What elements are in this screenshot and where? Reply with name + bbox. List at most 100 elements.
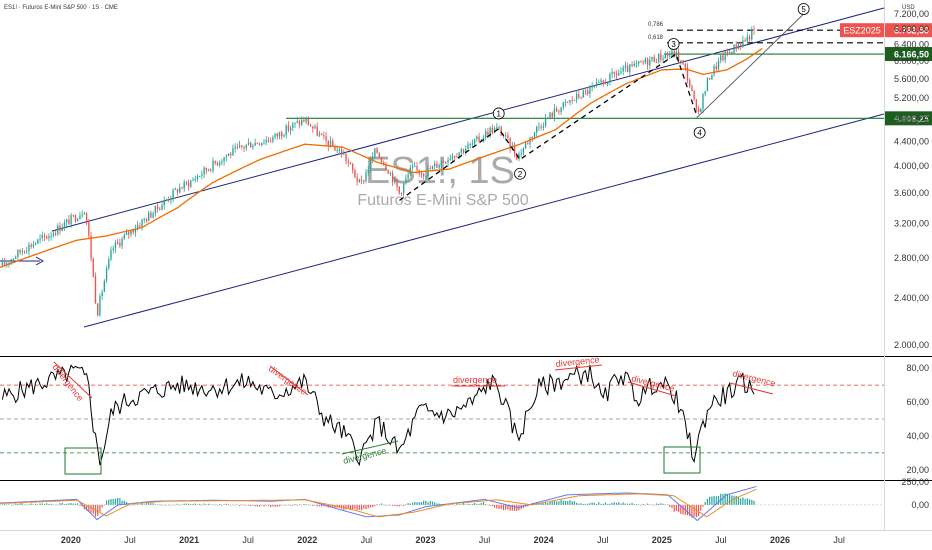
macd-histogram-bar: [582, 503, 584, 505]
macd-histogram-bar: [502, 504, 505, 511]
macd-histogram-bar: [474, 503, 476, 505]
macd-histogram-bar: [607, 503, 609, 505]
candle-body: [338, 149, 341, 151]
candle-body: [651, 56, 653, 60]
macd-histogram-bar: [744, 499, 746, 505]
macd-histogram-bar: [706, 499, 709, 505]
macd-histogram-bar: [176, 503, 179, 505]
candle-body: [23, 251, 26, 253]
macd-histogram-bar: [101, 504, 103, 508]
macd-histogram-bar: [41, 503, 43, 505]
candle-body: [172, 189, 174, 199]
candle-body: [562, 102, 565, 108]
candle-body: [735, 44, 737, 50]
macd-histogram-bar: [740, 498, 742, 505]
macd-histogram-bar: [624, 503, 627, 505]
macd-histogram-bar: [600, 503, 602, 505]
macd-histogram-bar: [627, 503, 629, 505]
candle-body: [662, 58, 664, 60]
candle-body: [531, 137, 533, 139]
candle-body: [88, 220, 90, 236]
candle-body: [744, 40, 746, 42]
macd-histogram-bar: [28, 504, 30, 505]
macd-histogram-bar: [97, 504, 99, 516]
divergence-label: divergence: [453, 375, 497, 385]
candle-body: [520, 153, 522, 155]
candle-body: [216, 163, 219, 166]
candle-body: [462, 149, 465, 153]
macd-histogram-bar: [682, 504, 684, 515]
currency-label: USD: [902, 5, 915, 11]
macd-histogram-bar: [631, 502, 633, 505]
candle-body: [728, 51, 731, 54]
macd-histogram-bar: [505, 504, 507, 510]
macd-histogram-bar: [219, 504, 221, 505]
candle-body: [567, 101, 569, 103]
macd-histogram-bar: [1, 504, 3, 505]
candle-body: [726, 51, 729, 54]
macd-histogram-bar: [110, 499, 112, 505]
macd-histogram-bar: [380, 503, 383, 505]
candle-body: [272, 137, 274, 142]
macd-histogram-bar: [3, 503, 6, 505]
candle-body: [436, 163, 438, 168]
candle-body: [613, 72, 615, 74]
macd-histogram-bar: [179, 504, 181, 506]
macd-histogram-bar: [79, 504, 81, 506]
candle-body: [618, 72, 620, 76]
wave-label-circle: [514, 167, 526, 180]
price-axis-tick-label: 2.000,00: [894, 340, 929, 350]
candle-body: [671, 51, 673, 56]
candle-body: [713, 66, 715, 75]
time-axis-tick-label: Jul: [124, 535, 136, 545]
divergence-line: [53, 361, 93, 399]
candle-body: [3, 262, 6, 265]
candle-body: [83, 213, 86, 215]
macd-histogram-bar: [334, 504, 336, 508]
candle-body: [8, 262, 10, 264]
candle-body: [320, 133, 323, 135]
candle-body: [587, 90, 589, 94]
macd-histogram-bar: [30, 503, 32, 505]
candle-body: [405, 178, 407, 184]
macd-histogram-bar: [130, 504, 132, 506]
macd-histogram-bar: [125, 501, 128, 505]
candle-body: [522, 148, 525, 154]
macd-histogram-bar: [26, 504, 28, 506]
candle-body: [400, 192, 403, 194]
candle-body: [487, 131, 489, 136]
candle-body: [101, 291, 103, 297]
macd-histogram-bar: [270, 504, 272, 508]
time-axis-tick-label: Jul: [715, 535, 727, 545]
wave-label: 2: [518, 170, 523, 179]
macd-histogram-bar: [174, 504, 176, 506]
macd-histogram-bar: [598, 502, 600, 505]
macd-histogram-bar: [476, 504, 478, 505]
macd-histogram-bar: [199, 503, 201, 505]
candle-body: [551, 112, 553, 117]
candle-body: [218, 162, 221, 166]
candle-body: [491, 127, 494, 133]
macd-histogram-bar: [363, 504, 365, 509]
macd-histogram-bar: [312, 504, 314, 506]
candle-body: [600, 80, 602, 83]
candle-body: [103, 280, 106, 292]
macd-histogram-bar: [613, 502, 615, 505]
candle-body: [542, 126, 545, 128]
moving-average-line: [0, 47, 763, 269]
macd-histogram-bar: [396, 504, 398, 507]
macd-histogram-bar: [35, 503, 37, 505]
macd-histogram-bar: [132, 503, 134, 505]
macd-histogram-bar: [551, 501, 553, 505]
candle-body: [451, 155, 454, 159]
candle-body: [697, 108, 700, 112]
candle-body: [59, 225, 61, 231]
macd-histogram-bar: [691, 504, 693, 518]
candle-body: [90, 235, 92, 259]
candle-body: [227, 153, 230, 157]
candle-body: [635, 63, 638, 65]
rsi-axis-tick-label: 40,00: [906, 431, 929, 441]
candle-body: [684, 63, 686, 68]
macd-histogram-bar: [245, 504, 247, 506]
divergence-line: [729, 382, 774, 395]
